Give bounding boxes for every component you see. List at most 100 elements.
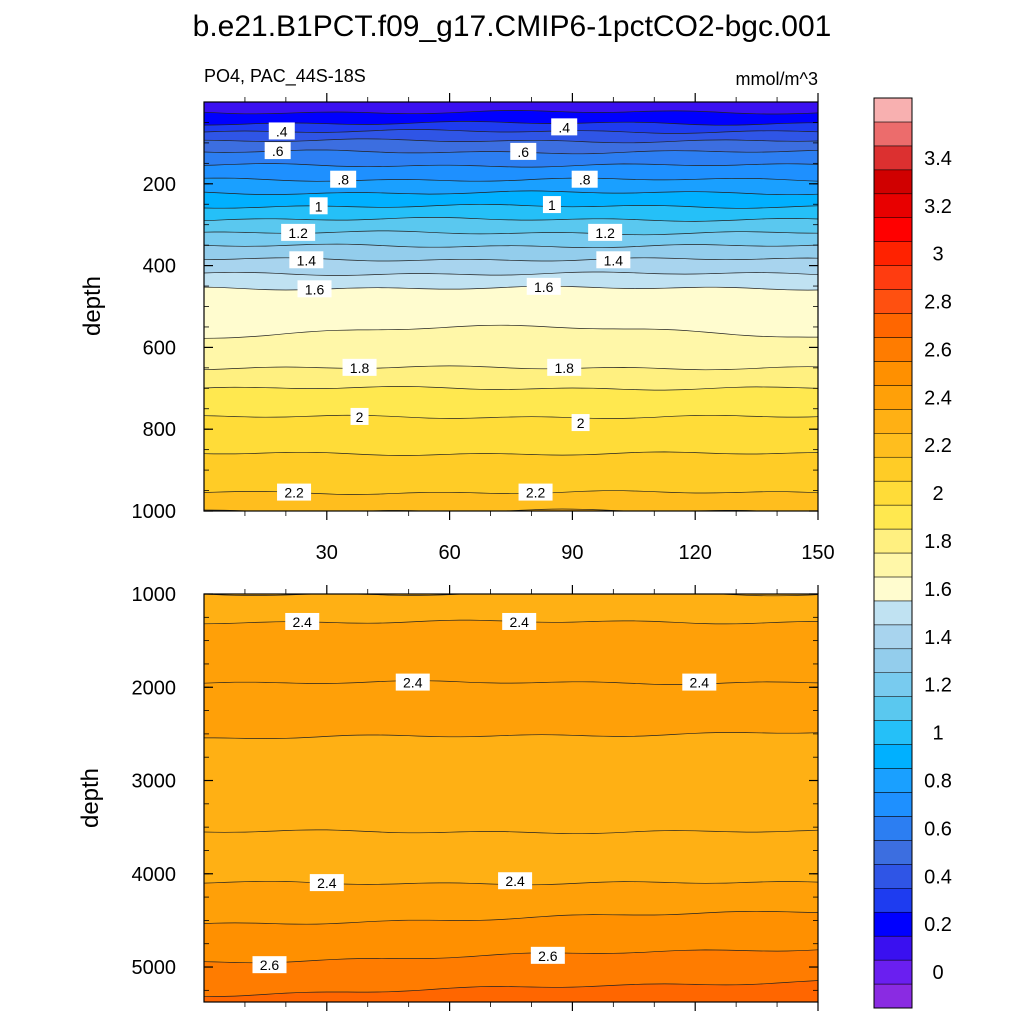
colorbar-swatch xyxy=(873,97,913,123)
contour-line xyxy=(204,949,818,964)
contour-line xyxy=(204,163,818,168)
colorbar-tick-label: 0.2 xyxy=(924,914,952,936)
contour-label: 2.2 xyxy=(526,485,546,501)
colorbar-tick-label: 3 xyxy=(932,244,943,266)
colorbar-swatch xyxy=(873,696,913,721)
contour-line xyxy=(204,980,818,998)
colorbar-swatch xyxy=(873,504,913,530)
x-tick-label: 60 xyxy=(438,542,460,564)
y-tick-label: 1000 xyxy=(132,501,177,523)
contour-line xyxy=(204,451,818,456)
contour-label: 1.8 xyxy=(554,360,574,376)
contour-label-box xyxy=(510,142,537,160)
colorbar-tick-label: 1.6 xyxy=(924,579,952,601)
contour-label-box xyxy=(309,197,328,215)
contour-label-box xyxy=(277,483,312,501)
contour-label-box xyxy=(285,612,320,630)
colorbar-tick-label: 2.4 xyxy=(924,387,952,409)
colorbar-tick-label: 0.8 xyxy=(924,771,952,793)
upper-panel: .4.4.6.6.8.81 11.2 1.21.4 1.41.6 1.61.8 1.82 2… xyxy=(79,66,835,564)
contour-label: .4 xyxy=(276,123,288,139)
figure-title: b.e21.B1PCT.f09_g17.CMIP6-1pctCO2-bgc.00… xyxy=(193,10,832,43)
contour-line xyxy=(204,217,818,222)
contour-line xyxy=(204,386,818,391)
colorbar-swatch xyxy=(873,816,913,841)
colorbar-tick-label: 2.8 xyxy=(924,292,952,314)
contour-label: 2.4 xyxy=(690,675,710,691)
colorbar-swatch xyxy=(873,217,913,242)
colorbar-swatch xyxy=(873,361,913,386)
contour-line xyxy=(204,365,818,371)
y-tick-label: 5000 xyxy=(132,957,177,979)
contour-label-box xyxy=(309,874,344,892)
colorbar-swatch xyxy=(873,600,913,626)
colorbar-swatch xyxy=(873,313,913,338)
contour-line xyxy=(204,271,818,276)
contour-label: 1.4 xyxy=(297,252,317,268)
colorbar-swatch xyxy=(873,983,913,1009)
colorbar-swatch xyxy=(873,624,913,650)
y-tick-label: 4000 xyxy=(132,864,177,886)
lower-y-axis-label: depth xyxy=(77,768,104,828)
contour-label: 2.4 xyxy=(505,873,525,889)
contour-label-box xyxy=(518,483,553,501)
contour-label-box xyxy=(596,251,631,269)
y-tick-label: 3000 xyxy=(132,771,177,793)
colorbar-swatch xyxy=(873,744,913,769)
contour-label-box xyxy=(350,407,369,425)
contour-label: 1.8 xyxy=(350,360,370,376)
colorbar-swatch xyxy=(873,145,913,171)
y-tick-label: 600 xyxy=(143,337,176,359)
colorbar-swatch xyxy=(873,576,913,602)
colorbar-swatch xyxy=(873,433,913,458)
contour-label-box xyxy=(547,358,582,376)
contour-label: .8 xyxy=(337,172,349,188)
x-tick-label: 120 xyxy=(679,542,712,564)
contour-label: 2.4 xyxy=(293,614,313,630)
contour-label: .4 xyxy=(558,119,570,135)
colorbar-tick-label: 2.2 xyxy=(924,435,952,457)
colorbar-tick-label: 0.6 xyxy=(924,818,952,840)
contour-line xyxy=(204,829,818,835)
contour-label: 1 xyxy=(315,198,323,214)
contour-band xyxy=(204,980,818,1002)
contour-label: 2.6 xyxy=(538,948,558,964)
colorbar-swatch xyxy=(873,265,913,290)
colorbar-swatch xyxy=(873,289,913,314)
contour-label-box xyxy=(571,414,590,432)
colorbar-swatch xyxy=(873,480,913,506)
x-tick-label: 90 xyxy=(561,542,583,564)
contour-label-box xyxy=(571,170,598,188)
upper-axes: 200 400 600 800 1000 30 60 90 120 150 xyxy=(132,93,835,564)
contour-label: .6 xyxy=(272,143,284,159)
contour-line xyxy=(204,324,818,339)
contour-label-box xyxy=(281,223,316,241)
colorbar-swatch xyxy=(873,193,913,218)
contour-line xyxy=(204,414,818,419)
contour-line xyxy=(204,138,818,144)
contour-label: 1.4 xyxy=(604,252,624,268)
contour-label-box xyxy=(252,956,287,974)
colorbar-swatch xyxy=(873,720,913,745)
colorbar-swatch xyxy=(873,959,913,985)
colorbar-swatch xyxy=(873,169,913,195)
contour-label: 2.6 xyxy=(260,957,280,973)
contour-label: .6 xyxy=(517,144,529,160)
lower-contour-fill xyxy=(204,594,818,1002)
contour-label: 1 xyxy=(548,197,556,213)
contour-line xyxy=(204,732,818,739)
contour-label-box xyxy=(264,142,291,160)
contour-label: .8 xyxy=(579,172,591,188)
colorbar-swatch xyxy=(873,456,913,482)
colorbar-tick-label: 3.2 xyxy=(924,196,952,218)
contour-label-box xyxy=(526,277,561,295)
y-tick-label: 1000 xyxy=(132,584,177,606)
contour-line xyxy=(204,121,818,126)
contour-label: 1.6 xyxy=(534,279,554,295)
upper-y-axis-label: depth xyxy=(79,276,106,336)
y-tick-label: 200 xyxy=(143,174,176,196)
contour-label: 2 xyxy=(577,415,585,431)
contour-band xyxy=(204,490,818,511)
colorbar-swatch xyxy=(873,792,913,817)
contour-label: 1.6 xyxy=(305,281,325,297)
